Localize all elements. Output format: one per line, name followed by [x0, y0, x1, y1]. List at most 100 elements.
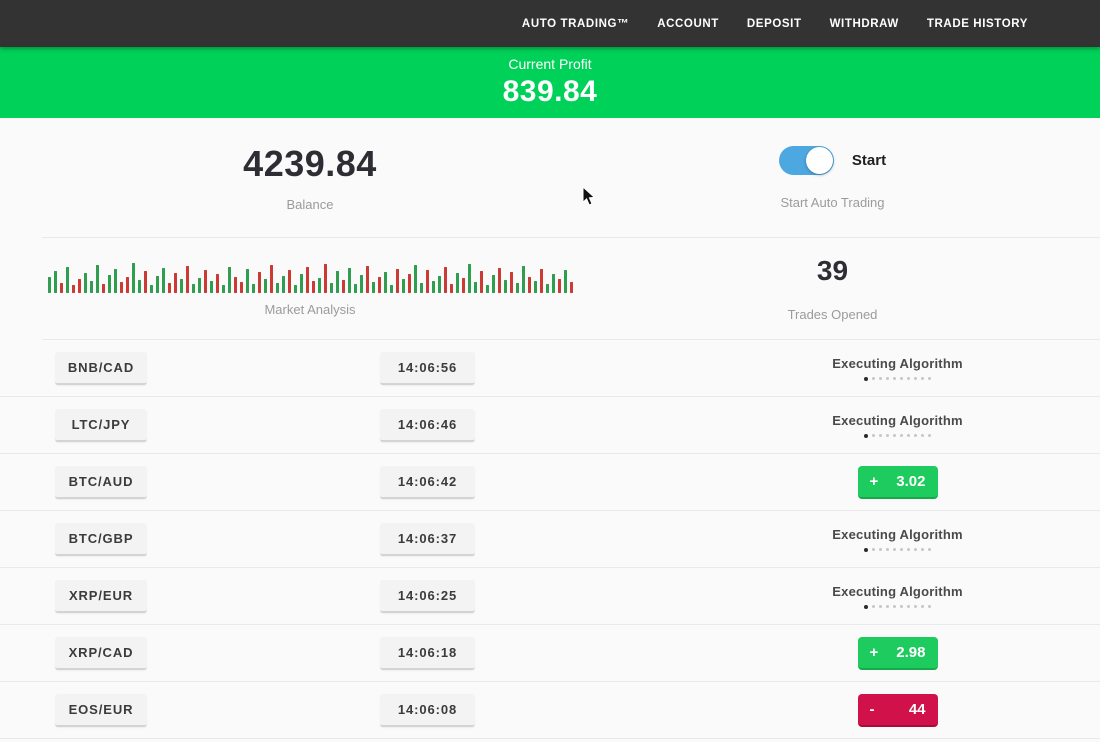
current-profit-value: 839.84 [502, 75, 598, 108]
chart-bar [335, 270, 339, 293]
chart-bar [233, 276, 237, 293]
chart-bar [179, 278, 183, 293]
chart-bar [149, 284, 153, 293]
chart-bar [485, 284, 489, 293]
result-sign: - [869, 700, 875, 718]
progress-dot [928, 548, 931, 551]
result-amount: 44 [908, 700, 926, 718]
chart-bar [137, 279, 141, 293]
stats-row-balance: 4239.84 Balance Start Start Auto Trading [0, 118, 1100, 237]
chart-bar [155, 275, 159, 293]
chart-bar [83, 272, 87, 293]
progress-dot [893, 377, 896, 380]
pair-badge: EOS/EUR [55, 693, 147, 727]
result-sign: + [869, 472, 879, 490]
chart-bar [557, 278, 561, 293]
progress-dot [907, 605, 910, 608]
chart-bar [107, 274, 111, 293]
pair-badge: XRP/CAD [55, 636, 147, 670]
progress-dot [914, 605, 917, 608]
result-amount: 3.02 [896, 472, 926, 490]
progress-dot [921, 548, 924, 551]
chart-bar [383, 271, 387, 293]
chart-bar [569, 281, 573, 293]
chart-bar [443, 266, 447, 293]
chart-bar [251, 283, 255, 293]
progress-dot [886, 548, 889, 551]
progress-dot [886, 605, 889, 608]
chart-bar [281, 275, 285, 293]
progress-dot [879, 434, 882, 437]
chart-bar [437, 275, 441, 293]
nav-item-trade-history[interactable]: TRADE HISTORY [926, 17, 1028, 30]
chart-bar [407, 273, 411, 293]
time-badge: 14:06:37 [380, 522, 475, 556]
chart-bar [389, 284, 393, 293]
progress-dot [872, 548, 875, 551]
table-row: BTC/GBP 14:06:37 Executing Algorithm [0, 511, 1100, 568]
progress-dot [864, 604, 868, 609]
time-badge: 14:06:42 [380, 465, 475, 499]
chart-bar [77, 278, 81, 293]
table-row: LTC/JPY 14:06:46 Executing Algorithm [0, 397, 1100, 454]
chart-bar [269, 264, 273, 293]
chart-bar [305, 266, 309, 293]
current-profit-label: Current Profit [508, 56, 592, 72]
chart-bar [371, 281, 375, 293]
chart-bar [515, 282, 519, 293]
chart-bar [143, 270, 147, 293]
progress-dot [864, 433, 868, 438]
balance-block: 4239.84 Balance [0, 118, 620, 237]
progress-dots [864, 433, 931, 438]
chart-bar [527, 276, 531, 293]
chart-bar [101, 283, 105, 293]
chart-bar [263, 278, 267, 293]
section-divider [42, 339, 1100, 340]
chart-bar [125, 276, 129, 293]
chart-bar [431, 280, 435, 293]
chart-bar [173, 272, 177, 293]
auto-trading-toggle[interactable] [778, 145, 834, 175]
pair-badge: XRP/EUR [55, 579, 147, 613]
time-badge: 14:06:46 [380, 408, 475, 442]
chart-bar [227, 266, 231, 293]
executing-algorithm-label: Executing Algorithm [832, 583, 963, 599]
trade-status: Executing Algorithm [785, 568, 1010, 624]
chart-bar [317, 277, 321, 293]
executing-algorithm-label: Executing Algorithm [832, 355, 963, 371]
pair-badge: LTC/JPY [55, 408, 147, 442]
chart-bar [191, 283, 195, 293]
auto-trading-block: Start Start Auto Trading [620, 118, 1100, 237]
top-nav: AUTO TRADING™ ACCOUNT DEPOSIT WITHDRAW TRADE… [0, 0, 1100, 47]
market-analysis-block: Market Analysis [0, 238, 620, 339]
toggle-knob-icon[interactable] [805, 146, 833, 174]
main-content: 4239.84 Balance Start Start Auto Trading… [0, 118, 1100, 742]
chart-bar [131, 262, 135, 293]
chart-bar [347, 267, 351, 293]
table-row: EOS/EUR 14:06:08 - 44 [0, 682, 1100, 739]
progress-dot [886, 377, 889, 380]
trade-status: Executing Algorithm [785, 340, 1010, 396]
nav-item-withdraw[interactable]: WITHDRAW [829, 17, 899, 30]
progress-dot [914, 548, 917, 551]
progress-dot [879, 605, 882, 608]
nav-item-auto-trading[interactable]: AUTO TRADING™ [521, 17, 630, 30]
chart-bar [161, 267, 165, 293]
progress-dot [879, 377, 882, 380]
progress-dot [893, 548, 896, 551]
chart-bar [341, 279, 345, 293]
table-row: BNB/CAD 14:06:56 Executing Algorithm [0, 340, 1100, 397]
trades-opened-label: Trades Opened [787, 307, 878, 322]
nav-item-account[interactable]: ACCOUNT [657, 17, 719, 30]
nav-item-deposit[interactable]: DEPOSIT [746, 17, 802, 30]
chart-bar [221, 284, 225, 293]
trade-status: +2.98 [785, 625, 1010, 681]
trades-opened-value: 39 [816, 255, 849, 286]
trade-status: Executing Algorithm [785, 511, 1010, 567]
progress-dot [921, 377, 924, 380]
chart-bar [245, 268, 249, 293]
progress-dot [864, 547, 868, 552]
loss-badge: - 44 [857, 693, 938, 727]
chart-bar [479, 270, 483, 293]
chart-bar [533, 280, 537, 293]
